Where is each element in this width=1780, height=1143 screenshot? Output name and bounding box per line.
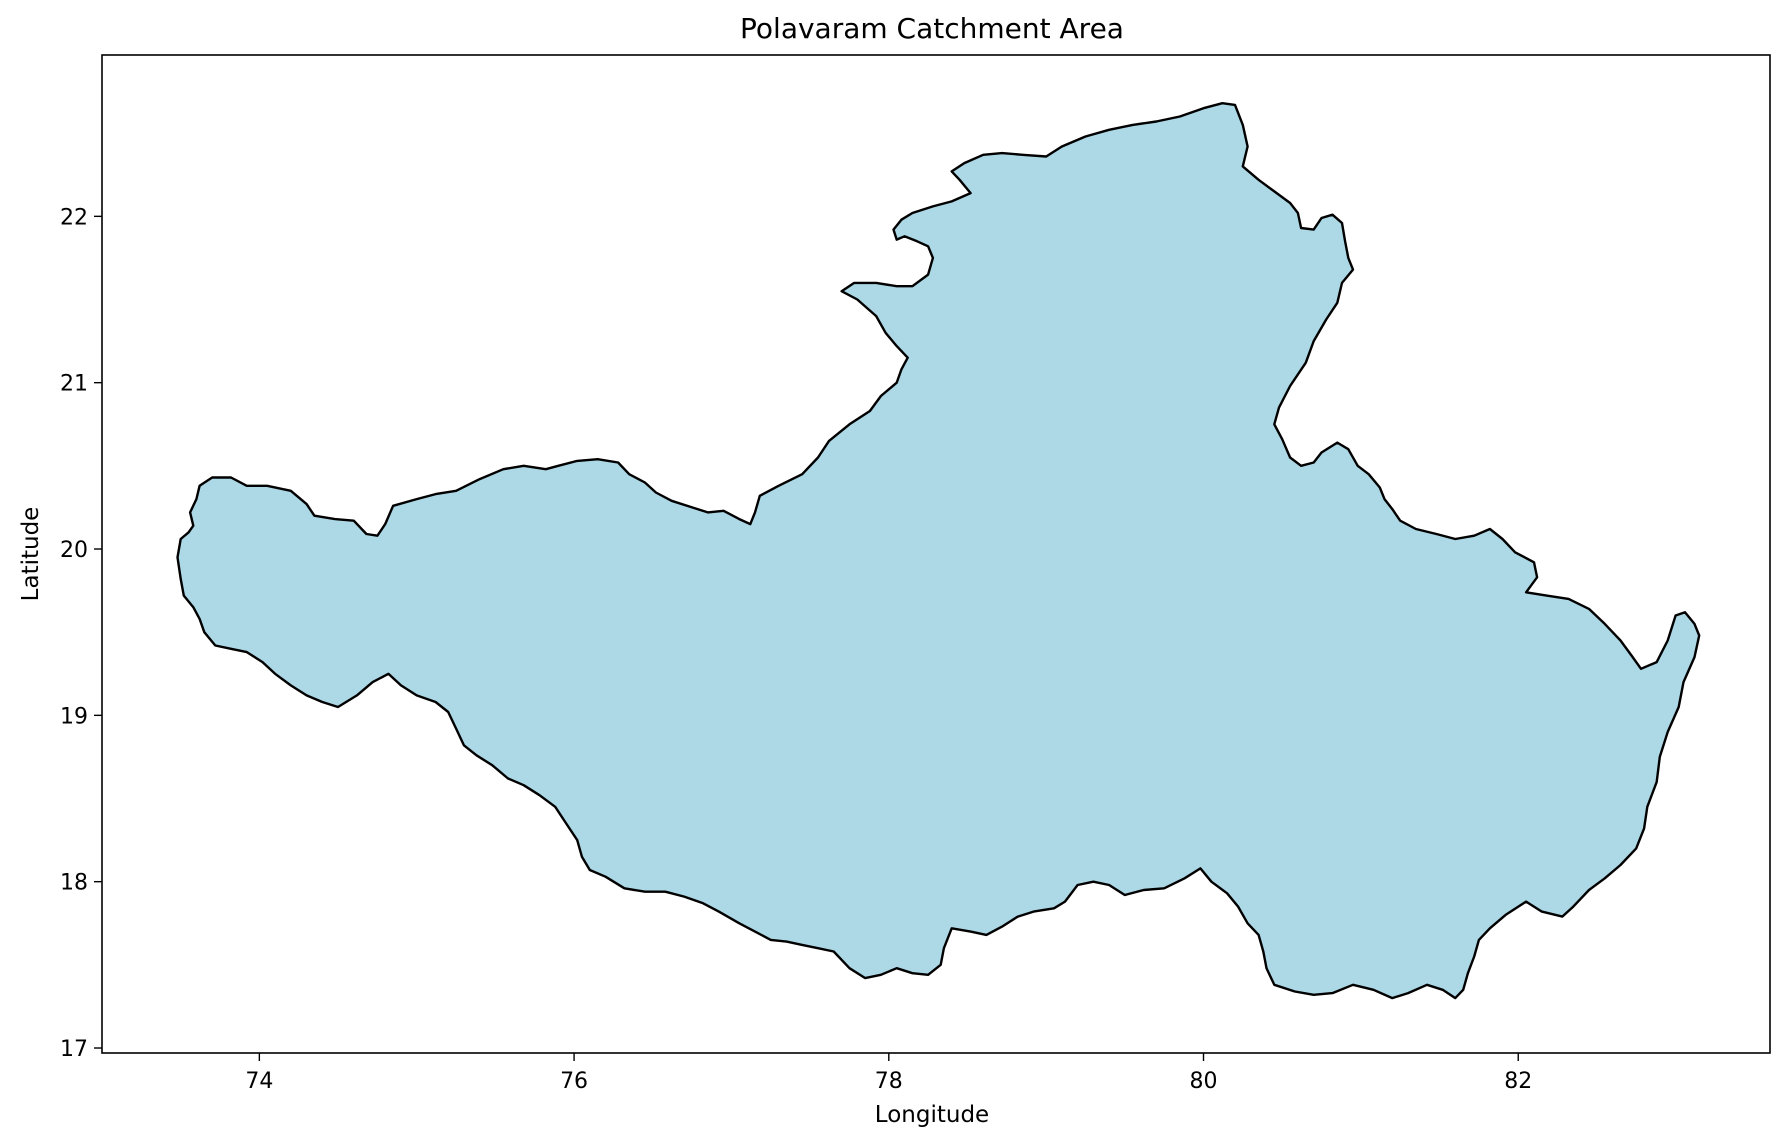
catchment-area-polygon [176,102,1701,1000]
y-axis-label: Latitude [18,507,44,602]
plot-area: 74 76 78 80 82 17 18 19 20 21 22 [60,54,1771,1094]
x-tick-label: 80 [1190,1069,1218,1094]
x-tick-label: 82 [1504,1069,1532,1094]
chart-title: Polavaram Catchment Area [740,12,1124,45]
y-tick-label: 17 [60,1037,88,1062]
x-axis-ticks: 74 76 78 80 82 [245,1053,1532,1094]
x-tick-label: 74 [245,1069,273,1094]
y-axis-ticks: 17 18 19 20 21 22 [60,205,102,1062]
y-tick-label: 18 [60,871,88,896]
x-tick-label: 76 [560,1069,588,1094]
x-axis-label: Longitude [875,1102,989,1128]
y-tick-label: 20 [60,538,88,563]
y-tick-label: 19 [60,704,88,729]
y-tick-label: 22 [60,205,88,230]
y-tick-label: 21 [60,372,88,397]
x-tick-label: 78 [875,1069,903,1094]
